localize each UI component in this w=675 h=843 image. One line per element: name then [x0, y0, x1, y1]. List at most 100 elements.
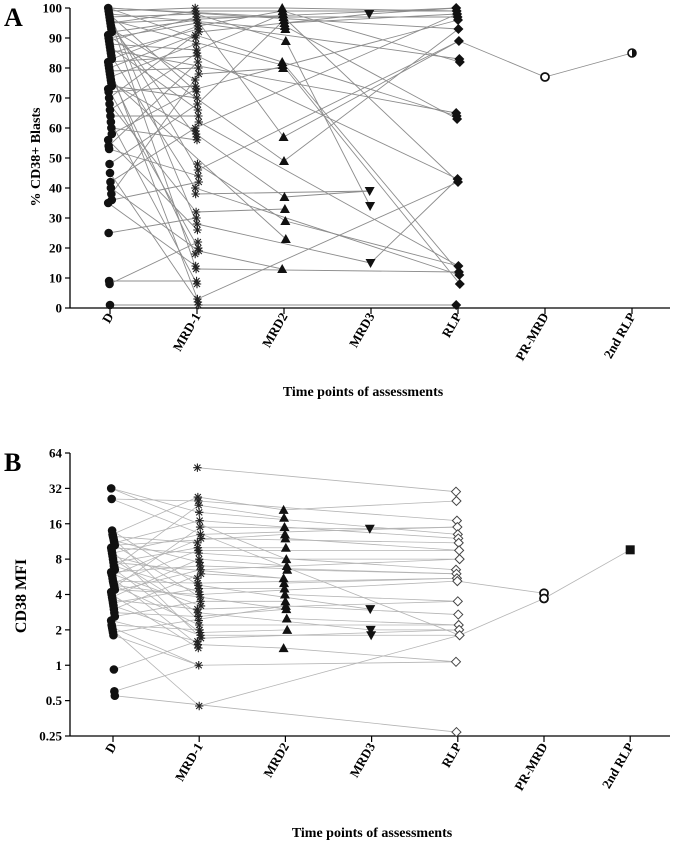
connection-line [282, 10, 460, 63]
data-point [195, 701, 204, 711]
connection-line [113, 562, 284, 579]
series-pr-mrd [539, 588, 549, 604]
data-point [194, 63, 203, 73]
data-point [281, 613, 292, 623]
connection-line [195, 19, 459, 90]
connection-line [111, 28, 196, 81]
data-point [279, 192, 290, 201]
panel-a-label: A [4, 3, 23, 32]
data-point [191, 39, 201, 49]
data-point [281, 560, 292, 570]
connection-line [287, 569, 457, 575]
connection-line [114, 544, 201, 598]
connection-line [110, 49, 457, 114]
connection-line [285, 40, 371, 207]
connection-line [113, 640, 198, 670]
connection-line [283, 40, 460, 138]
data-point [105, 159, 114, 169]
connection-line [197, 181, 459, 300]
data-point [279, 529, 290, 539]
data-point [454, 270, 465, 280]
data-point [451, 495, 462, 507]
x-tick-label: D [102, 740, 120, 756]
panel-a-y-axis-title: % CD38+ Blasts [29, 107, 44, 207]
connection-line [108, 16, 197, 42]
connection-line [200, 629, 460, 639]
series-d [103, 3, 117, 310]
data-point [193, 159, 202, 169]
data-point [451, 726, 462, 738]
connection-line [108, 85, 196, 93]
connection-line [281, 61, 460, 273]
connection-line [113, 547, 198, 563]
connection-line [111, 624, 200, 631]
connection-line [111, 620, 198, 642]
connection-line [198, 67, 284, 75]
x-tick-label: D [99, 310, 117, 326]
connection-line [195, 13, 458, 129]
data-point [196, 534, 206, 543]
y-tick-label: 80 [49, 61, 62, 76]
connection-line [199, 580, 458, 595]
data-point [279, 204, 290, 213]
connection-line [111, 627, 199, 666]
data-point [194, 171, 203, 181]
connection-line [110, 127, 196, 183]
data-point [627, 48, 637, 58]
connection-line [108, 64, 198, 300]
connection-line [108, 148, 199, 177]
connection-line [543, 549, 631, 599]
connection-line [195, 133, 285, 198]
panel-a-connection-lines [107, 7, 633, 306]
x-tick-label: RLP [438, 740, 464, 770]
connection-line [109, 103, 198, 165]
connection-line [110, 73, 200, 195]
data-point [453, 177, 463, 187]
series-pr-mrd [540, 72, 550, 82]
y-tick-label: 64 [49, 446, 63, 461]
data-point [194, 69, 203, 79]
y-tick-label: 1 [56, 658, 63, 673]
connection-line [110, 187, 200, 252]
data-point [196, 601, 206, 611]
connection-line [113, 605, 201, 636]
x-tick-label: MRD2 [259, 310, 291, 350]
data-point [625, 545, 635, 555]
connection-line [112, 599, 198, 610]
connection-line [196, 13, 284, 51]
x-tick-label: MRD3 [346, 310, 378, 350]
y-tick-label: 60 [49, 121, 62, 136]
connection-line [109, 172, 199, 303]
y-tick-label: 8 [56, 552, 63, 567]
data-point [454, 630, 465, 641]
data-point [191, 183, 200, 193]
x-tick-label: 2nd RLP [599, 740, 637, 791]
data-point [193, 165, 203, 175]
connection-line [111, 19, 198, 33]
panel-b-label: B [4, 448, 21, 477]
connection-line [114, 520, 200, 544]
connection-line [113, 565, 200, 593]
connection-line [457, 580, 545, 594]
series-mrd3 [364, 10, 376, 268]
data-point [453, 36, 464, 46]
data-point [451, 300, 462, 310]
connection-line [107, 202, 196, 267]
connection-line [284, 594, 458, 602]
data-point [365, 605, 376, 615]
connection-line [111, 565, 201, 573]
connection-line [197, 40, 460, 171]
series-mrd-1 [191, 3, 203, 310]
data-point [192, 135, 202, 145]
y-tick-label: 70 [49, 91, 62, 106]
connection-line [114, 589, 200, 595]
data-point [191, 75, 200, 85]
data-point [193, 237, 203, 247]
connection-line [114, 695, 457, 733]
data-point [193, 538, 202, 548]
y-tick-label: 0.25 [39, 729, 62, 744]
connection-line [282, 7, 457, 12]
connection-line [109, 73, 196, 255]
data-point [195, 620, 204, 630]
connection-line [198, 504, 285, 519]
